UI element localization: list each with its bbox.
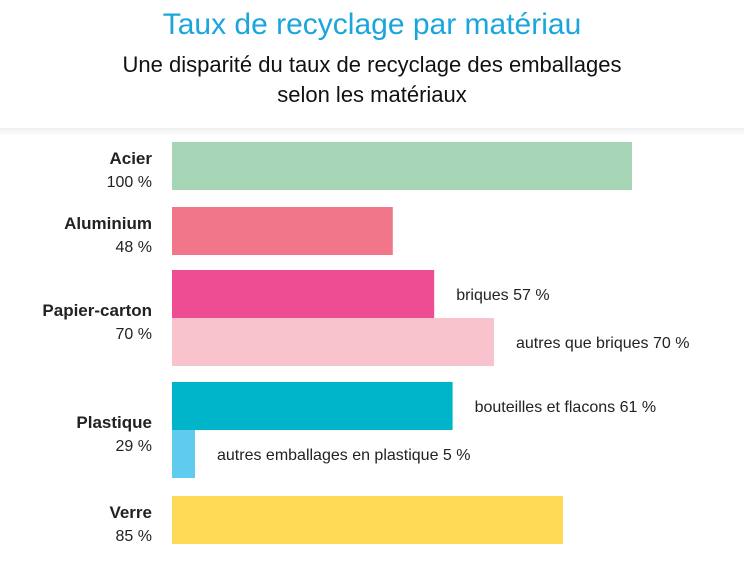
category-rate-aluminium: 48 % bbox=[116, 239, 152, 256]
subtitle-line-1: Une disparité du taux de recyclage des e… bbox=[122, 52, 622, 77]
bar-label-plastique-2: autres emballages en plastique 5 % bbox=[217, 447, 471, 464]
bar-plastique-1 bbox=[172, 382, 453, 430]
category-label-aluminium: Aluminium bbox=[64, 214, 152, 233]
category-label-papier-carton: Papier-carton bbox=[42, 301, 152, 320]
category-rate-verre: 85 % bbox=[116, 528, 152, 545]
category-label-acier: Acier bbox=[109, 149, 152, 168]
bar-plastique-2 bbox=[172, 430, 195, 478]
category-rate-acier: 100 % bbox=[107, 174, 152, 191]
category-rate-papier-carton: 70 % bbox=[116, 326, 152, 343]
bar-aluminium-1 bbox=[172, 207, 393, 255]
bar-label-plastique-1: bouteilles et flacons 61 % bbox=[475, 399, 656, 416]
chart-title: Taux de recyclage par matériau bbox=[162, 8, 582, 41]
divider-band bbox=[0, 128, 744, 136]
subtitle-line-2: selon les matériaux bbox=[277, 82, 467, 107]
category-rate-plastique: 29 % bbox=[116, 438, 152, 455]
bar-label-papier-carton-2: autres que briques 70 % bbox=[516, 335, 689, 352]
bar-papier-carton-1 bbox=[172, 270, 435, 318]
category-label-verre: Verre bbox=[109, 503, 152, 522]
bar-label-papier-carton-1: briques 57 % bbox=[456, 287, 549, 304]
category-label-plastique: Plastique bbox=[76, 413, 152, 432]
bar-acier-1 bbox=[172, 142, 632, 190]
chart-subtitle: Une disparité du taux de recyclage des e… bbox=[60, 50, 684, 110]
bar-papier-carton-2 bbox=[172, 318, 494, 366]
bar-verre-1 bbox=[172, 496, 563, 544]
